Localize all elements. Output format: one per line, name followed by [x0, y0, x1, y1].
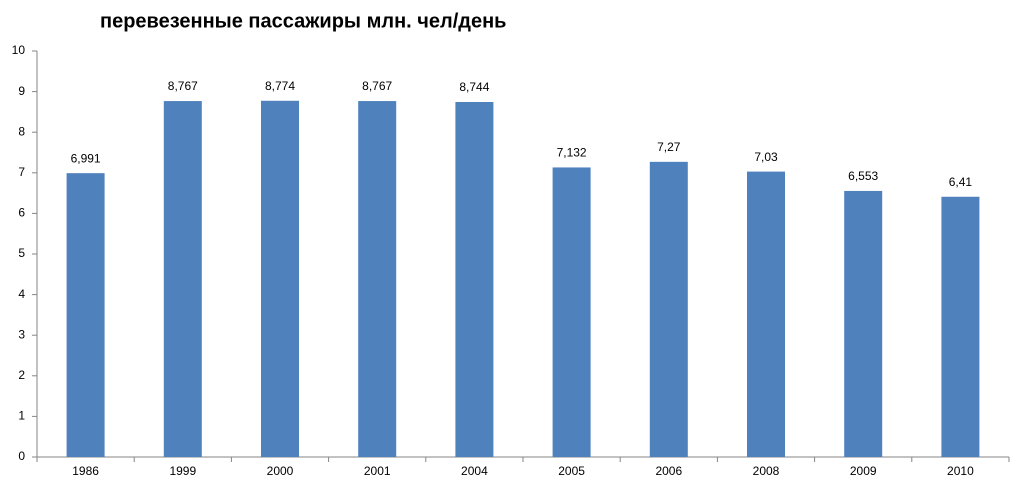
y-tick-label: 3 — [18, 327, 25, 341]
x-tick-label: 1986 — [72, 464, 99, 478]
y-tick-label: 7 — [18, 165, 25, 179]
data-label: 8,744 — [459, 80, 489, 94]
data-label: 6,991 — [71, 151, 101, 165]
data-label: 7,132 — [557, 146, 587, 160]
x-tick-label: 2008 — [753, 464, 780, 478]
y-tick-label: 5 — [18, 246, 25, 260]
bar — [455, 101, 494, 458]
y-tick-label: 10 — [12, 43, 26, 57]
bar — [844, 190, 883, 458]
data-label: 6,553 — [848, 169, 878, 183]
x-tick-label: 2001 — [364, 464, 391, 478]
y-tick-label: 8 — [18, 124, 25, 138]
y-tick-label: 9 — [18, 84, 25, 98]
x-tick-label: 2010 — [947, 464, 974, 478]
y-tick-label: 0 — [18, 449, 25, 463]
bar — [163, 101, 202, 457]
x-tick-label: 2004 — [461, 464, 488, 478]
bar — [649, 161, 688, 457]
bar — [747, 171, 785, 457]
x-tick-label: 2000 — [267, 464, 294, 478]
y-tick-label: 4 — [18, 287, 25, 301]
x-tick-label: 2005 — [558, 464, 585, 478]
x-tick-label: 1999 — [169, 464, 196, 478]
x-tick-label: 2009 — [850, 464, 877, 478]
x-tick-label: 2006 — [655, 464, 682, 478]
y-tick-label: 1 — [18, 409, 25, 423]
y-tick-label: 2 — [18, 368, 25, 382]
bar — [941, 196, 980, 457]
data-label: 8,767 — [362, 79, 392, 93]
bar — [261, 100, 299, 457]
data-label: 8,774 — [265, 79, 295, 93]
chart-title: перевезенные пассажиры млн. чел/день — [100, 10, 506, 32]
bar — [66, 173, 105, 457]
data-label: 7,03 — [754, 150, 778, 164]
data-label: 7,27 — [657, 140, 681, 154]
data-label: 6,41 — [949, 175, 973, 189]
y-tick-label: 6 — [18, 206, 25, 220]
bar — [552, 167, 591, 457]
bar — [358, 101, 397, 457]
data-label: 8,767 — [168, 79, 198, 93]
